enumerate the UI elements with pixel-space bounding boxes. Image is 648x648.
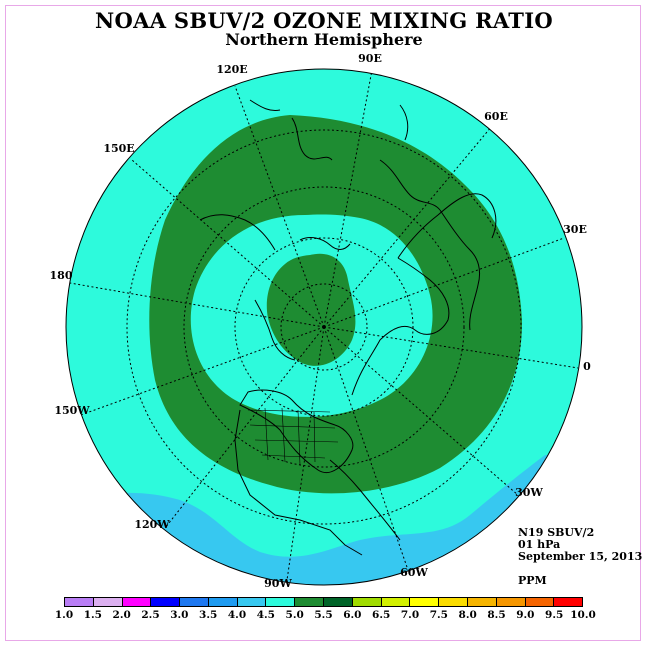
colorbar-tick-label: 9.0 <box>516 609 535 621</box>
lon-label-180: 180 <box>50 269 73 282</box>
colorbar-swatch <box>295 598 325 606</box>
colorbar-swatch <box>65 598 94 606</box>
colorbar-ticks: 1.0 1.5 2.0 2.5 3.0 3.5 4.0 4.5 5.0 5.5 6.0 6.5 7.0 7… <box>0 609 648 623</box>
figure-frame <box>5 5 641 641</box>
instrument-label: N19 SBUV/2 <box>518 526 595 539</box>
colorbar-swatch <box>439 598 468 606</box>
colorbar-tick-label: 9.5 <box>545 609 564 621</box>
ozone-pole-5.0-5.5 <box>266 253 356 366</box>
chart-subtitle: Northern Hemisphere <box>225 30 423 49</box>
colorbar-tick-label: 7.0 <box>400 609 420 621</box>
colorbar-tick-label: 8.5 <box>487 609 506 621</box>
lon-label-60e: 60E <box>484 110 508 123</box>
colorbar-tick-label: 2.0 <box>112 609 131 621</box>
colorbar-tick-label: 3.0 <box>170 609 189 621</box>
colorbar-swatch <box>208 598 238 606</box>
colorbar-tick-label: 2.5 <box>141 609 160 621</box>
longitude-labels: 90E 60E 30E 0 30W 60W 90W 120W 150W 180 … <box>50 52 592 590</box>
lon-label-0: 0 <box>583 360 591 373</box>
colorbar-swatch <box>151 598 181 606</box>
lon-label-90w: 90W <box>264 577 292 590</box>
date-label: September 15, 2013 <box>518 550 643 563</box>
colorbar-tick-label: 7.5 <box>429 609 448 621</box>
colorbar-swatch <box>496 598 526 606</box>
lon-label-150w: 150W <box>54 404 90 417</box>
colorbar-tick-label: 8.0 <box>458 609 477 621</box>
lon-label-120e: 120E <box>216 63 247 76</box>
colorbar-swatch <box>525 598 555 606</box>
coastlines <box>199 99 497 556</box>
graticule <box>69 69 579 581</box>
colorbar-swatch <box>237 598 267 606</box>
colorbar-swatch <box>352 598 382 606</box>
lon-label-30e: 30E <box>563 223 587 236</box>
units-label: PPM <box>518 574 547 587</box>
lon-label-60w: 60W <box>400 566 428 579</box>
colorbar-swatch <box>122 598 152 606</box>
colorbar-tick-label: 6.0 <box>343 609 362 621</box>
colorbar-swatch <box>467 598 497 606</box>
colorbar-tick-label: 1.0 <box>54 609 74 621</box>
colorbar-tick-label: 5.0 <box>285 609 304 621</box>
colorbar-tick-label: 6.5 <box>372 609 391 621</box>
colorbar-swatch <box>93 598 123 606</box>
colorbar-swatch <box>324 598 353 606</box>
map-boundary <box>65 68 583 586</box>
us-state-borders <box>247 407 339 466</box>
colorbar-swatch <box>180 598 209 606</box>
lon-label-30w: 30W <box>515 486 543 499</box>
pressure-level-label: 01 hPa <box>518 538 561 551</box>
colorbar-swatch <box>381 598 411 606</box>
ozone-ring-5.0-5.5 <box>149 115 523 494</box>
colorbar-tick-label: 4.0 <box>227 609 247 621</box>
colorbar-swatch <box>410 598 440 606</box>
colorbar-tick-label: 3.5 <box>199 609 218 621</box>
colorbar <box>64 597 583 607</box>
colorbar-tick-label: 5.5 <box>314 609 333 621</box>
lon-label-150e: 150E <box>103 142 134 155</box>
colorbar-tick-label: 10.0 <box>570 609 596 621</box>
colorbar-swatch <box>554 598 583 606</box>
lon-label-120w: 120W <box>134 518 170 531</box>
lon-label-90e: 90E <box>358 52 382 65</box>
chart-title: NOAA SBUV/2 OZONE MIXING RATIO <box>95 8 553 33</box>
colorbar-tick-label: 1.5 <box>83 609 102 621</box>
colorbar-tick-label: 4.5 <box>256 609 275 621</box>
colorbar-swatch <box>266 598 296 606</box>
